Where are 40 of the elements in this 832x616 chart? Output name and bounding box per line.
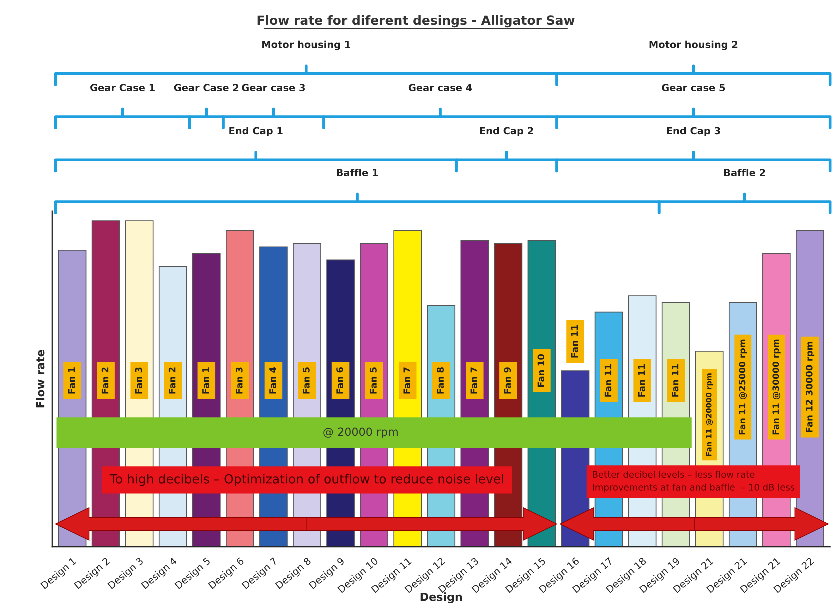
text: End Cap 2 xyxy=(480,127,534,137)
y-axis-title: Flow rate xyxy=(36,350,45,408)
annotation: Fan 7 xyxy=(404,368,410,394)
text: Gear case 4 xyxy=(408,84,472,92)
annotation: To high decibels – Optimization of outflow to reduce noise level xyxy=(110,474,504,486)
annotation: Fan 6 xyxy=(336,367,344,394)
text: Motor housing 2 xyxy=(650,40,738,50)
text: End Cap 1 xyxy=(230,127,283,137)
annotation: Fan 11 xyxy=(672,364,679,397)
text: Motor housing 1 xyxy=(262,40,351,50)
text: Gear Case 1 xyxy=(90,84,155,92)
annotation: Fan 12 30000 rpm xyxy=(806,342,815,432)
annotation: Fan 1 xyxy=(68,368,76,394)
x-axis-title: Design xyxy=(420,592,462,604)
annotation: Fan 5 xyxy=(370,368,377,394)
annotation: Fan 10 xyxy=(538,354,545,388)
annotation: Fan 3 xyxy=(236,368,243,394)
chart-title: Flow rate for diferent desings - Alligator Saw xyxy=(258,15,575,28)
annotation: @ 20000 rpm xyxy=(324,428,398,438)
annotation: Fan 11 xyxy=(604,364,612,397)
annotation: Fan 11 @25000 rpm xyxy=(739,340,748,435)
annotation: Better decibel levels – less flow rate Improvements at fan and baffle – 10 dB less xyxy=(593,471,795,493)
annotation: Fan 11 @30000 rpm xyxy=(772,340,781,435)
annotation: Fan 1 xyxy=(202,368,210,394)
text: Gear case 3 xyxy=(242,84,306,92)
text: End Cap 3 xyxy=(667,127,720,137)
annotation: Fan 11 xyxy=(638,364,646,397)
annotation: Fan 3 xyxy=(135,368,142,394)
annotation: Fan 8 xyxy=(437,368,444,394)
annotation: Fan 5 xyxy=(303,368,310,394)
annotation: Fan 4 xyxy=(270,367,276,394)
text: Gear Case 2 xyxy=(174,84,239,92)
annotation: Fan 11 xyxy=(571,325,578,358)
text: Baffle 1 xyxy=(337,169,378,177)
annotation: Fan 7 xyxy=(470,368,478,394)
text: Gear case 5 xyxy=(662,84,726,92)
text: Baffle 2 xyxy=(724,169,766,177)
annotation: Fan 9 xyxy=(504,368,512,394)
annotation: Fan 2 xyxy=(168,368,176,394)
annotation: Fan 2 xyxy=(102,368,109,394)
